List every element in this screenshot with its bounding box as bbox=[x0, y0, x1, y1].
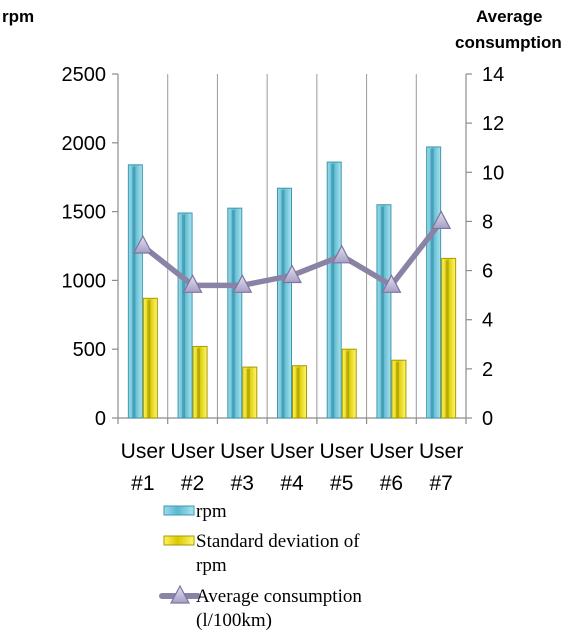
line-point-marker bbox=[182, 274, 203, 293]
plot-area: 0 500 1000 1500 2000 2500 0 2 4 6 8 10 12 14 User #1 Use… bbox=[62, 64, 505, 495]
right-tick-label: 0 bbox=[482, 408, 493, 430]
right-tick-label: 6 bbox=[482, 261, 493, 283]
x-tick-label: #6 bbox=[380, 472, 403, 495]
right-axis-title-line-2: consumption bbox=[455, 33, 562, 52]
bar-shade bbox=[445, 260, 449, 418]
bar-shade bbox=[430, 148, 434, 419]
right-tick-label: 4 bbox=[482, 310, 493, 332]
right-tick-label: 14 bbox=[482, 64, 504, 86]
legend-label: (l/100km) bbox=[196, 610, 272, 631]
right-tick-label: 2 bbox=[482, 359, 493, 381]
bar-shade bbox=[296, 367, 300, 418]
x-tick-label: User bbox=[170, 440, 214, 463]
right-tick-label: 10 bbox=[482, 162, 504, 184]
legend-swatch-standard-deviation bbox=[163, 535, 195, 546]
x-tick-label: #1 bbox=[131, 472, 154, 495]
legend-swatch-marker bbox=[170, 584, 190, 604]
left-tick-label: 1500 bbox=[62, 202, 107, 224]
left-tick-label: 2500 bbox=[62, 64, 107, 86]
x-tick-label: User bbox=[369, 440, 413, 463]
bar-shade bbox=[346, 351, 350, 418]
bar-shade bbox=[147, 300, 151, 418]
x-tick-label: #4 bbox=[280, 472, 304, 495]
bar-shade bbox=[246, 369, 250, 418]
right-axis-title-line-1: Average bbox=[476, 7, 542, 26]
left-tick-label: 2000 bbox=[62, 133, 107, 155]
x-tick-label: User bbox=[320, 440, 364, 463]
bar-shade bbox=[281, 190, 285, 418]
legend-label: rpm bbox=[196, 555, 227, 576]
left-tick-label: 1000 bbox=[62, 270, 107, 292]
x-tick-label: #3 bbox=[231, 472, 254, 495]
x-tick-label: User bbox=[270, 440, 314, 463]
legend-label: Average consumption bbox=[196, 586, 362, 607]
line-point-marker bbox=[381, 274, 402, 293]
x-tick-label: #7 bbox=[429, 472, 452, 495]
x-tick-label: #2 bbox=[181, 472, 204, 495]
bar-shade bbox=[182, 214, 186, 418]
left-tick-label: 0 bbox=[95, 408, 106, 430]
x-tick-label: User bbox=[220, 440, 264, 463]
legend-label: rpm bbox=[196, 501, 227, 522]
x-tick-label: #5 bbox=[330, 472, 353, 495]
right-tick-label: 12 bbox=[482, 113, 504, 135]
line-point-marker bbox=[331, 244, 352, 264]
line-point-marker bbox=[232, 274, 253, 293]
legend-label: Standard deviation of bbox=[196, 531, 360, 552]
bar-shade bbox=[132, 166, 136, 418]
line-point-marker bbox=[431, 210, 452, 230]
bar-shade bbox=[395, 362, 399, 418]
x-tick-label: User bbox=[121, 440, 165, 463]
line-point-marker bbox=[132, 234, 153, 254]
bar-shade bbox=[197, 348, 201, 418]
bar-shade bbox=[331, 164, 335, 418]
x-tick-label: User bbox=[419, 440, 463, 463]
bar-shade bbox=[380, 206, 384, 418]
left-axis-title: rpm bbox=[2, 7, 34, 26]
left-tick-label: 500 bbox=[73, 339, 106, 361]
line-point-marker bbox=[282, 264, 302, 284]
bar-shade bbox=[231, 210, 235, 418]
legend: rpm Standard deviation of rpm Average consu… bbox=[159, 501, 362, 631]
right-tick-label: 8 bbox=[482, 211, 493, 233]
legend-swatch-rpm bbox=[163, 505, 195, 516]
